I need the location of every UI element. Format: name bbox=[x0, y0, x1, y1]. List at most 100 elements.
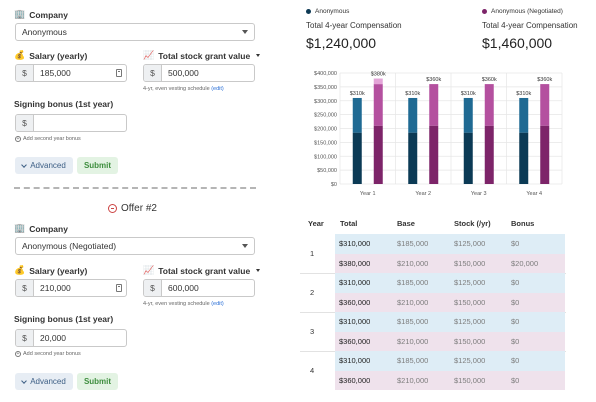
bar-a-stock bbox=[408, 97, 418, 133]
calculator-icon[interactable] bbox=[116, 284, 122, 292]
table-cell: $360,000 bbox=[339, 336, 371, 346]
table-cell: $150,000 bbox=[454, 258, 486, 268]
signing-label: Signing bonus (1st year) bbox=[14, 314, 114, 324]
dollar-prefix: $ bbox=[16, 115, 34, 131]
chevron-down-icon bbox=[21, 161, 28, 168]
y-tick-label: $300,000 bbox=[314, 99, 337, 105]
signing-bonus-input[interactable]: $ 20,000 bbox=[15, 329, 127, 347]
salary-input[interactable]: $ 185,000 bbox=[15, 64, 127, 82]
salary-input[interactable]: $ 210,000 bbox=[15, 279, 127, 297]
bar-b-total-label: $380k bbox=[371, 72, 386, 78]
dollar-prefix: $ bbox=[16, 330, 34, 346]
salary-label: 💰 Salary (yearly) bbox=[14, 50, 88, 61]
chevron-down-icon bbox=[242, 244, 248, 248]
year-cell: 4 bbox=[310, 366, 315, 375]
stock-input[interactable]: $ 500,000 bbox=[143, 64, 255, 82]
caret-down-icon bbox=[256, 269, 261, 272]
bar-b-total-label: $360k bbox=[482, 77, 497, 83]
submit-button[interactable]: Submit bbox=[77, 373, 118, 390]
stock-label[interactable]: 📈 Total stock grant value bbox=[143, 50, 261, 61]
edit-vesting-link[interactable]: (edit) bbox=[211, 301, 224, 307]
table-cell: $150,000 bbox=[454, 297, 486, 307]
year-cell: 1 bbox=[310, 249, 315, 258]
bar-a-total-label: $310k bbox=[461, 91, 476, 97]
dollar-prefix: $ bbox=[144, 280, 162, 296]
table-cell: $210,000 bbox=[397, 336, 429, 346]
bar-a-stock bbox=[519, 97, 529, 133]
advanced-button[interactable]: Advanced bbox=[15, 157, 73, 174]
bar-a-total-label: $310k bbox=[405, 91, 420, 97]
add-second-year-link[interactable]: + Add second year bonus bbox=[15, 350, 81, 357]
bar-a-base bbox=[463, 132, 473, 184]
signing-bonus-input[interactable]: $ bbox=[15, 114, 127, 132]
bar-b-stock bbox=[429, 84, 439, 126]
table-cell: $360,000 bbox=[339, 297, 371, 307]
table-cell: $125,000 bbox=[454, 239, 486, 249]
legend-offer-b: Anonymous (Negotiated) bbox=[482, 8, 563, 15]
col-header-total: Total bbox=[340, 219, 358, 228]
table-cell: $0 bbox=[511, 297, 520, 307]
offer-divider bbox=[14, 187, 256, 189]
y-tick-label: $50,000 bbox=[317, 168, 337, 174]
table-cell: $0 bbox=[511, 336, 520, 346]
chevron-down-icon bbox=[21, 377, 28, 384]
y-tick-label: $0 bbox=[331, 182, 337, 188]
y-tick-label: $400,000 bbox=[314, 71, 337, 77]
company-select[interactable]: Anonymous bbox=[15, 23, 255, 41]
col-header-bonus: Bonus bbox=[511, 219, 535, 228]
table-cell: $150,000 bbox=[454, 336, 486, 346]
stock-input[interactable]: $ 600,000 bbox=[143, 279, 255, 297]
calculator-icon[interactable] bbox=[116, 69, 122, 77]
company-label: 🏢 Company bbox=[14, 9, 68, 20]
bar-a-base bbox=[352, 132, 362, 184]
year-cell: 3 bbox=[310, 327, 315, 336]
salary-label: 💰 Salary (yearly) bbox=[14, 265, 88, 276]
add-second-year-link[interactable]: + Add second year bonus bbox=[15, 135, 81, 142]
total-comp-value-b: $1,460,000 bbox=[482, 35, 553, 51]
y-tick-label: $100,000 bbox=[314, 154, 337, 160]
table-cell: $0 bbox=[511, 278, 520, 288]
dollar-prefix: $ bbox=[144, 65, 162, 81]
vesting-hint: 4-yr, even vesting schedule (edit) bbox=[143, 301, 224, 307]
x-tick-label: Year 2 bbox=[415, 191, 431, 197]
year-cell: 2 bbox=[310, 288, 315, 297]
table-cell: $310,000 bbox=[339, 356, 371, 366]
bar-b-base bbox=[540, 125, 550, 184]
table-cell: $125,000 bbox=[454, 278, 486, 288]
bar-b-base bbox=[484, 125, 494, 184]
bar-b-base bbox=[429, 125, 439, 184]
company-label: 🏢 Company bbox=[14, 223, 68, 234]
x-tick-label: Year 1 bbox=[360, 191, 376, 197]
table-cell: $0 bbox=[511, 239, 520, 249]
company-select[interactable]: Anonymous (Negotiated) bbox=[15, 237, 255, 255]
remove-offer-icon[interactable] bbox=[108, 204, 117, 213]
table-cell: $20,000 bbox=[511, 258, 539, 268]
compensation-table: Year Total Base Stock (/yr) Bonus 1 $310,… bbox=[300, 212, 566, 398]
legend-dot-b bbox=[482, 9, 487, 14]
signing-label: Signing bonus (1st year) bbox=[14, 99, 114, 109]
advanced-button[interactable]: Advanced bbox=[15, 373, 73, 390]
bar-a-base bbox=[408, 132, 418, 184]
table-cell: $185,000 bbox=[397, 239, 429, 249]
table-cell: $185,000 bbox=[397, 278, 429, 288]
table-cell: $150,000 bbox=[454, 375, 486, 385]
office-building-icon: 🏢 bbox=[14, 9, 26, 19]
stock-label[interactable]: 📈 Total stock grant value bbox=[143, 265, 261, 276]
chart-up-icon: 📈 bbox=[143, 50, 155, 60]
bar-b-base bbox=[373, 125, 383, 184]
legend-offer-a: Anonymous bbox=[306, 8, 349, 15]
bar-a-total-label: $310k bbox=[516, 91, 531, 97]
submit-button[interactable]: Submit bbox=[77, 157, 118, 174]
y-tick-label: $250,000 bbox=[314, 113, 337, 119]
y-tick-label: $150,000 bbox=[314, 140, 337, 146]
vesting-hint: 4-yr, even vesting schedule (edit) bbox=[143, 86, 224, 92]
money-bag-icon: 💰 bbox=[14, 50, 26, 60]
table-row-offer-a bbox=[335, 312, 565, 332]
table-cell: $210,000 bbox=[397, 375, 429, 385]
plus-circle-icon: + bbox=[15, 135, 21, 142]
edit-vesting-link[interactable]: (edit) bbox=[211, 86, 224, 92]
table-row-offer-a bbox=[335, 351, 565, 371]
dollar-prefix: $ bbox=[16, 280, 34, 296]
chart-up-icon: 📈 bbox=[143, 265, 155, 275]
total-comp-value-a: $1,240,000 bbox=[306, 35, 377, 51]
